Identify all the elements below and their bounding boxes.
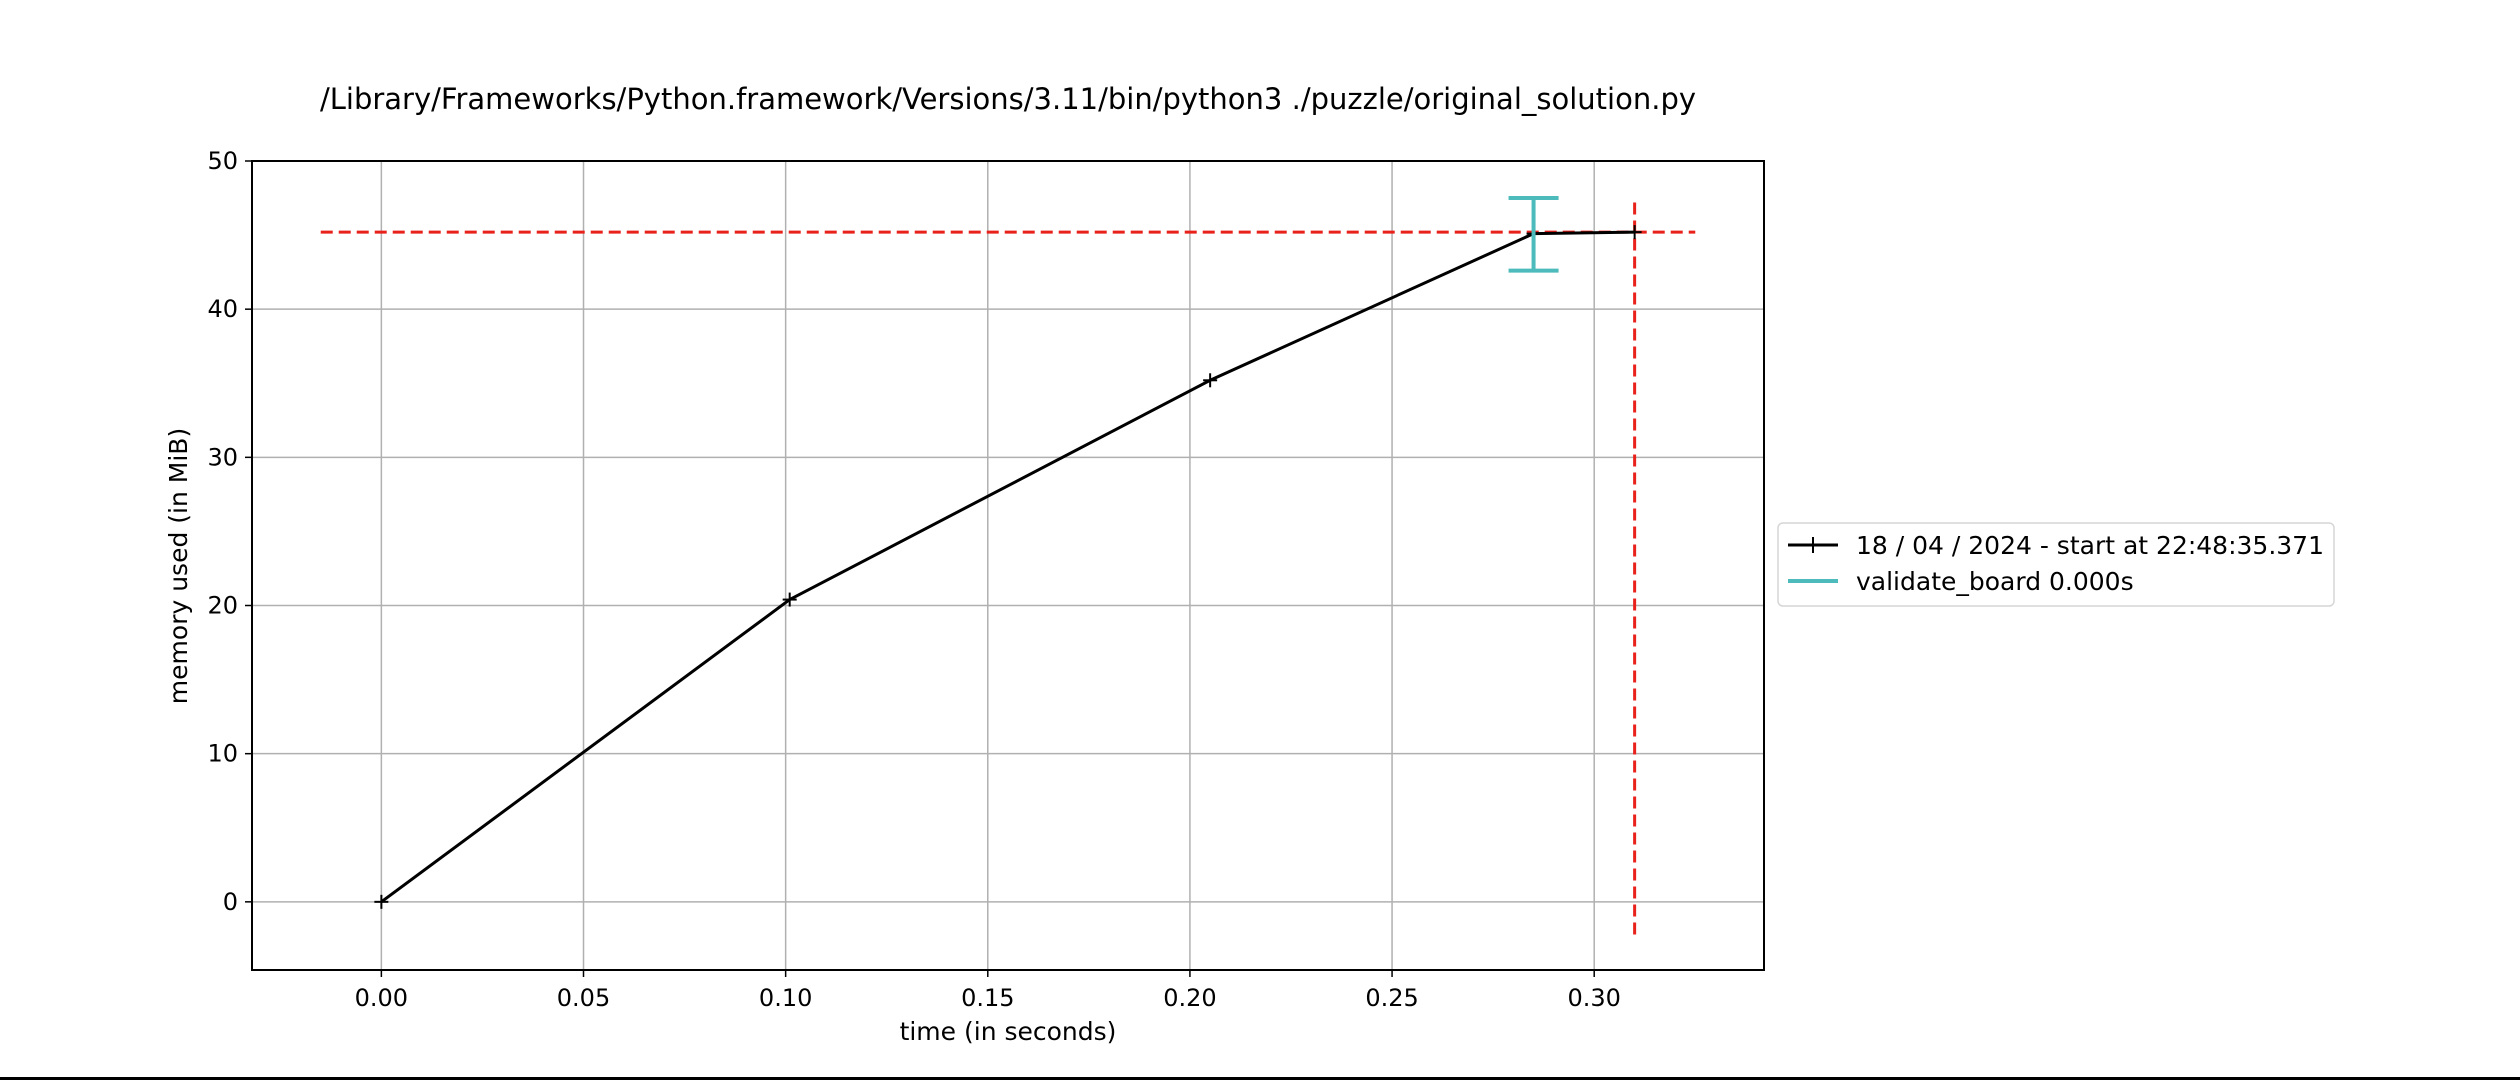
y-tick-label: 10 [207,740,238,768]
x-tick-label: 0.10 [759,984,812,1012]
y-axis-label: memory used (in MiB) [164,428,193,704]
y-tick-label: 40 [207,295,238,323]
data-point-marker [1627,225,1642,240]
x-tick-label: 0.05 [557,984,610,1012]
chart-title: /Library/Frameworks/Python.framework/Ver… [320,82,1696,116]
x-tick-label: 0.20 [1163,984,1216,1012]
data-point-marker [1203,373,1218,388]
plot-frame [251,160,1765,971]
x-tick-label: 0.15 [961,984,1014,1012]
y-tick-label: 20 [207,592,238,620]
legend-entry-function: validate_board 0.000s [1856,567,2134,596]
legend: 18 / 04 / 2024 - start at 22:48:35.371 v… [1777,522,2335,607]
function-bracket-marker [1508,196,1559,273]
data-point-marker [374,894,389,909]
x-tick-label: 0.30 [1567,984,1620,1012]
y-tick-label: 0 [223,888,238,916]
x-tick-label: 0.00 [355,984,408,1012]
y-tick-label: 30 [207,443,238,471]
legend-entry-series: 18 / 04 / 2024 - start at 22:48:35.371 [1856,531,2324,560]
x-tick-label: 0.25 [1365,984,1418,1012]
bottom-rule [0,1077,2520,1080]
memory-usage-line [380,230,1635,904]
x-axis-label: time (in seconds) [900,1017,1117,1046]
y-tick-label: 50 [207,147,238,175]
legend-box [1777,522,2335,607]
data-point-marker [782,592,797,607]
